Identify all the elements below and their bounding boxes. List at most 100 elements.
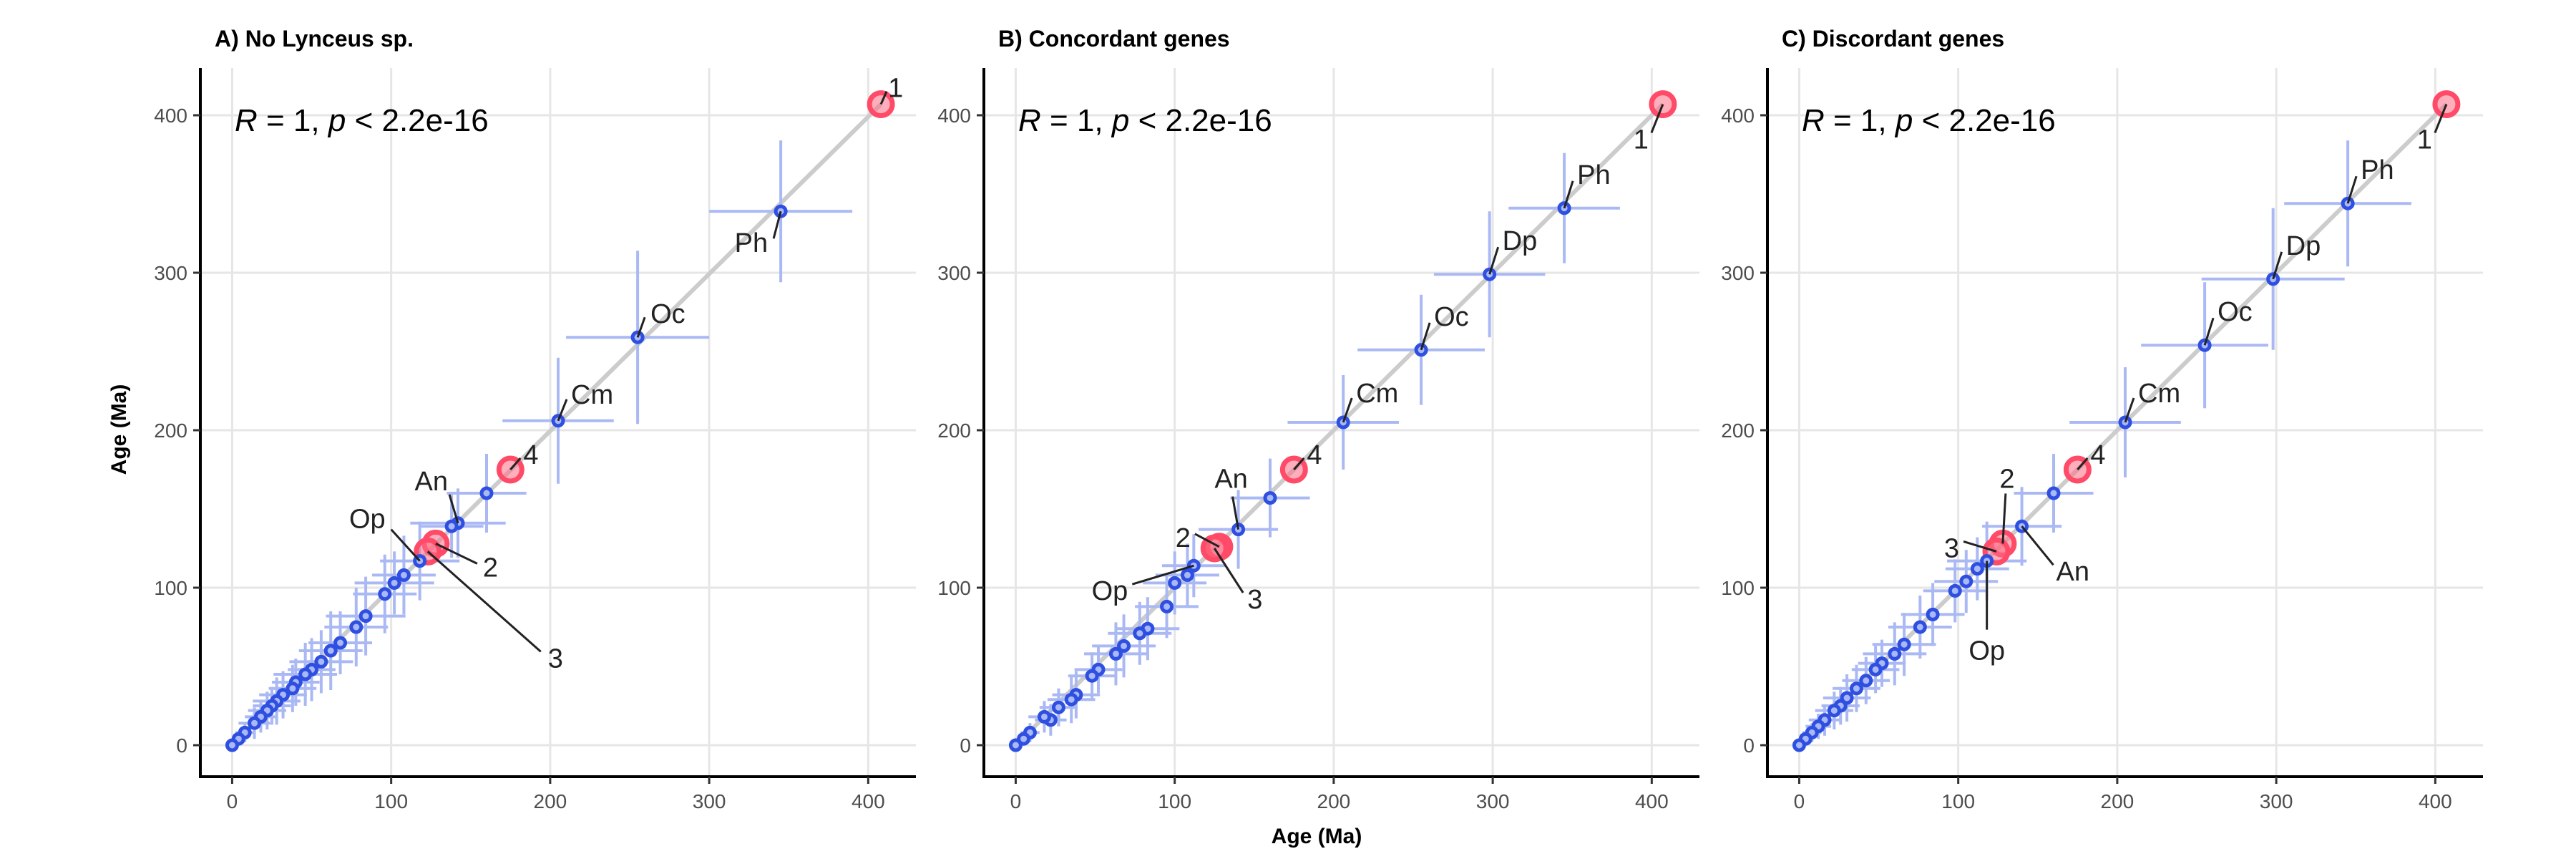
point-label: Ph <box>1577 160 1610 190</box>
highlight-point <box>1649 90 1677 119</box>
stat-p-value: < 2.2e-16 <box>1913 103 2055 138</box>
stat-annotation: R = 1, p < 2.2e-16 <box>235 103 489 138</box>
label-leader-line <box>772 210 782 239</box>
data-point <box>225 738 239 752</box>
data-point <box>1792 738 1806 752</box>
label-leader-line <box>636 316 646 338</box>
x-tick-label: 200 <box>534 790 567 812</box>
x-tick-label: 0 <box>1010 790 1022 812</box>
label-leader-line <box>1231 496 1240 530</box>
stat-p-value: < 2.2e-16 <box>1129 103 1272 138</box>
y-tick-label: 300 <box>937 262 971 284</box>
data-point <box>298 667 313 681</box>
highlight-point <box>496 455 525 484</box>
label-leader-line <box>1563 180 1574 209</box>
point-label: 2 <box>1999 464 2014 494</box>
data-point <box>1859 674 1873 688</box>
data-point <box>1037 709 1051 724</box>
point-label: Ph <box>735 228 768 258</box>
label-leader-line <box>509 457 522 470</box>
label-leader-line <box>1488 246 1500 275</box>
y-tick-label: 100 <box>1721 577 1755 599</box>
y-tick-label: 100 <box>154 577 187 599</box>
stat-p-value: < 2.2e-16 <box>346 103 488 138</box>
label-leader-line <box>2203 317 2215 346</box>
label-leader-line <box>1963 540 1997 553</box>
highlight-point <box>2063 455 2092 484</box>
label-leader-line <box>557 399 568 422</box>
panel-title: B) Concordant genes <box>998 26 1230 52</box>
x-axis-title: Age (Ma) <box>1272 825 1362 848</box>
point-labels: 1 Ph Oc Cm 4 An 2 3 Op <box>349 74 903 674</box>
data-points <box>1008 201 1571 752</box>
data-point <box>1180 568 1194 582</box>
x-tick-label: 0 <box>227 790 238 812</box>
y-tick-label: 0 <box>960 734 971 757</box>
highlight-point <box>867 90 895 119</box>
data-point <box>378 587 392 601</box>
y-axis-title: Age (Ma) <box>107 384 131 475</box>
data-point <box>1868 662 1883 676</box>
stat-p-symbol: p <box>327 103 346 138</box>
label-leader-line <box>1213 548 1244 593</box>
x-tick-label: 300 <box>2260 790 2293 812</box>
highlight-point <box>1279 455 1308 484</box>
stat-p-symbol: p <box>1894 103 1913 138</box>
stat-r-value: = 1, <box>1825 103 1896 138</box>
y-tick-label: 400 <box>937 105 971 127</box>
point-label: 4 <box>2090 440 2105 470</box>
point-label: Cm <box>571 380 613 410</box>
point-label: Cm <box>2138 379 2180 409</box>
data-point <box>479 486 494 500</box>
data-point <box>333 636 348 650</box>
highlight-point <box>414 537 442 566</box>
point-label: Dp <box>2286 231 2321 261</box>
data-point <box>1051 700 1065 714</box>
y-tick-label: 200 <box>154 419 187 442</box>
data-point <box>286 681 300 696</box>
x-tick-label: 400 <box>1635 790 1669 812</box>
y-tick-label: 300 <box>154 262 187 284</box>
point-labels: 1 Ph Dp Oc Cm 4 An 2 3 Op <box>1944 104 2448 666</box>
y-tick-label: 300 <box>1721 262 1755 284</box>
point-label: 3 <box>548 644 563 674</box>
data-point <box>1133 626 1147 641</box>
data-point <box>387 576 401 590</box>
point-label: 2 <box>483 553 498 583</box>
data-point <box>349 620 364 634</box>
y-tick-label: 200 <box>937 419 971 442</box>
point-label: 1 <box>2417 125 2432 155</box>
point-label: Ph <box>2361 155 2394 185</box>
point-label: An <box>1214 465 1247 495</box>
label-leader-line <box>435 543 478 565</box>
point-label: Dp <box>1503 226 1538 256</box>
stat-r-value: = 1, <box>1041 103 1112 138</box>
highlight-point <box>2432 90 2461 119</box>
x-tick-label: 0 <box>1794 790 1805 812</box>
data-point <box>1263 491 1277 505</box>
y-tick-label: 0 <box>1743 734 1755 757</box>
data-point <box>1897 637 1911 651</box>
x-tick-label: 100 <box>374 790 408 812</box>
stat-annotation: R = 1, p < 2.2e-16 <box>1802 103 2056 138</box>
y-tick-label: 100 <box>937 577 971 599</box>
point-label: 1 <box>1634 125 1649 155</box>
point-label: Op <box>1092 576 1128 606</box>
label-leader-line <box>1194 533 1220 548</box>
data-point <box>1117 639 1131 653</box>
point-label: 3 <box>1247 585 1262 615</box>
label-leader-line <box>2077 457 2089 470</box>
point-label: Oc <box>2218 297 2253 327</box>
point-label: Op <box>1968 636 2005 666</box>
data-points <box>1792 196 2355 752</box>
x-tick-label: 400 <box>2419 790 2452 812</box>
point-label: Cm <box>1356 379 1398 409</box>
highlight-point <box>1982 537 2011 566</box>
stat-r-symbol: R <box>1018 103 1041 138</box>
chart-panel-1: 0 100 200 300 400 0 100 200 300 400 A) No Lynceus … <box>154 26 916 812</box>
y-tick-label: 200 <box>1721 419 1755 442</box>
data-point <box>1827 704 1841 718</box>
label-leader-line <box>2434 104 2448 134</box>
